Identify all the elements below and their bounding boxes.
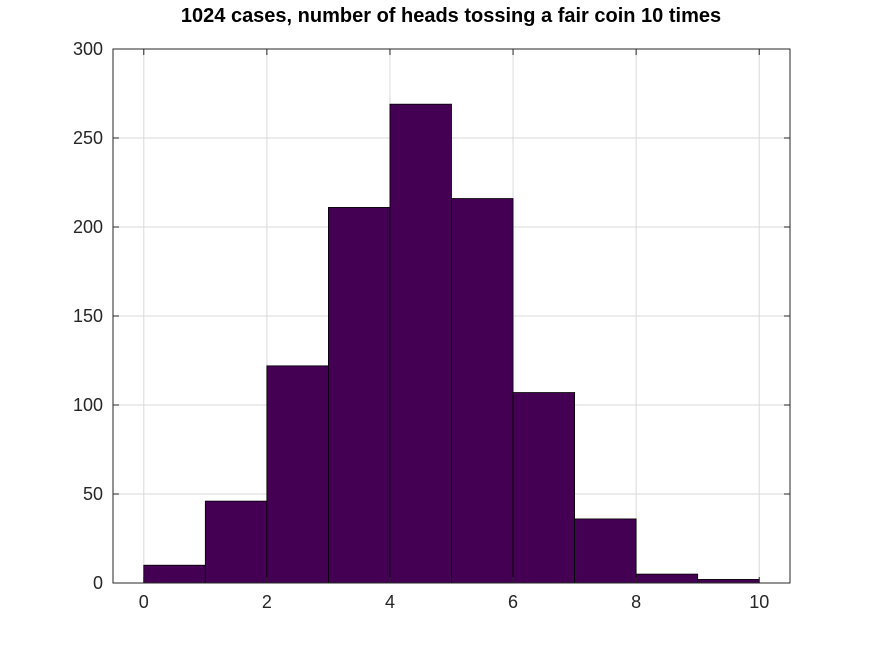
x-tick-label: 10 <box>749 592 769 612</box>
histogram-bar <box>266 365 329 584</box>
y-tick-label: 150 <box>73 306 103 326</box>
y-tick-label: 0 <box>93 573 103 593</box>
x-tick-label: 2 <box>262 592 272 612</box>
histogram-bar <box>635 573 699 584</box>
histogram-bar <box>389 103 452 584</box>
x-tick-label: 8 <box>631 592 641 612</box>
histogram-bar <box>697 579 760 584</box>
histogram-bar <box>512 392 575 584</box>
histogram-bar <box>451 198 514 584</box>
x-tick-label: 0 <box>139 592 149 612</box>
histogram-bar <box>143 564 206 584</box>
histogram-bar <box>328 207 391 584</box>
y-tick-label: 100 <box>73 395 103 415</box>
x-tick-label: 6 <box>508 592 518 612</box>
axes-box <box>112 48 791 584</box>
chart-title: 1024 cases, number of heads tossing a fa… <box>181 5 721 27</box>
y-tick-label: 50 <box>83 484 103 504</box>
histogram-bar <box>574 518 637 584</box>
x-tick-label: 4 <box>385 592 395 612</box>
histogram-bars <box>143 103 760 584</box>
y-tick-label: 200 <box>73 217 103 237</box>
y-tick-label: 250 <box>73 128 103 148</box>
y-tick-label: 300 <box>73 39 103 59</box>
histogram-bar <box>204 500 268 584</box>
